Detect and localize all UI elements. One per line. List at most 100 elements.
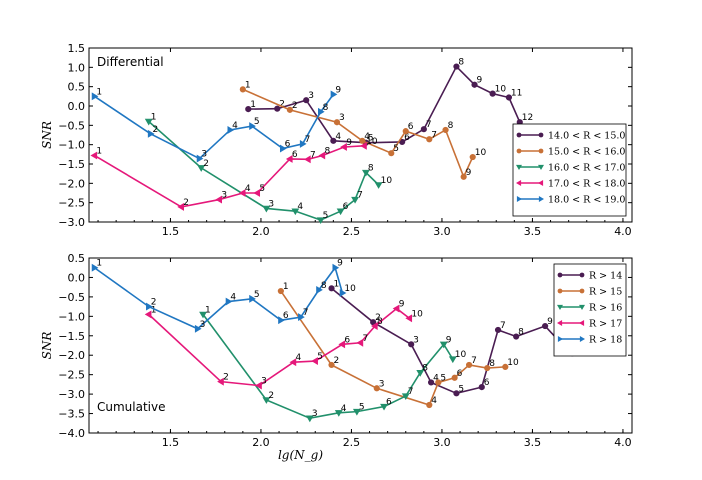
legend-label: 17.0 < R < 18.0 (548, 179, 625, 190)
data-point (305, 415, 314, 423)
point-label: 8 (489, 359, 495, 369)
data-point (370, 319, 377, 326)
data-point (330, 90, 338, 99)
legend-marker (579, 272, 585, 278)
data-point (380, 403, 388, 411)
legend-marker (557, 320, 563, 326)
data-point (330, 137, 337, 144)
point-label: 7 (431, 130, 437, 140)
legend-marker (516, 196, 522, 202)
point-label: 8 (323, 103, 329, 113)
data-point (478, 384, 485, 391)
point-label: 2 (268, 391, 274, 401)
point-label: 10 (344, 284, 356, 294)
data-point (227, 126, 235, 134)
point-label: 5 (440, 373, 446, 383)
point-label: 3 (268, 199, 274, 209)
data-point (328, 361, 335, 369)
legend-box (553, 263, 627, 357)
panel-title: Differential (97, 55, 164, 69)
legend-label: R > 18 (589, 335, 622, 346)
data-point (279, 144, 287, 153)
x-tick-label: 2.5 (343, 225, 361, 238)
legend-label: R > 15 (589, 287, 622, 298)
x-tick-label: 2.5 (343, 436, 361, 449)
legend: R > 14 R > 15 R > 16 R > 17 R > 18 (553, 263, 627, 357)
point-label: 8 (518, 328, 524, 338)
x-tick-label: 3.0 (433, 225, 451, 238)
point-label: 5 (458, 384, 464, 394)
point-label: 10 (475, 148, 487, 158)
data-point (336, 208, 345, 216)
data-point (333, 119, 341, 126)
y-tick-label: −2.5 (58, 369, 85, 382)
data-point (199, 311, 207, 319)
data-point (416, 370, 425, 377)
point-label: 1 (245, 80, 251, 90)
point-label: 5 (368, 134, 374, 144)
x-tick-label: 4.0 (614, 436, 632, 449)
data-point (439, 341, 448, 349)
point-label: 4 (335, 132, 341, 142)
data-point (502, 363, 509, 370)
point-label: 5 (393, 144, 399, 154)
data-point (427, 379, 435, 386)
differential-panel: 1.5 2.0 2.5 3.0 3.5 4.0 −3.0 −2.5 −2.0 −1.5 −1.0 −0… (40, 42, 633, 238)
point-label: 1 (283, 282, 289, 292)
data-point (304, 155, 311, 164)
point-label: 9 (446, 335, 452, 345)
data-point (513, 333, 520, 340)
point-label: 3 (312, 409, 318, 419)
y-tick-label: −3.0 (58, 216, 85, 229)
point-label: 3 (201, 150, 207, 160)
legend-marker (516, 164, 522, 170)
data-point (484, 364, 491, 372)
data-point (489, 90, 496, 97)
point-label: 4 (364, 132, 370, 142)
data-point (339, 289, 347, 297)
point-label: 8 (448, 121, 454, 131)
data-point (469, 153, 476, 161)
point-label: 1 (205, 305, 211, 315)
point-label: 2 (279, 100, 285, 110)
y-tick-label: 0.0 (68, 271, 86, 284)
point-label: 10 (455, 350, 467, 360)
data-point (262, 205, 271, 213)
y-tick-label: −4.0 (58, 427, 85, 440)
point-label: 9 (346, 138, 352, 148)
legend-box (512, 123, 627, 217)
legend-marker (516, 132, 522, 138)
point-label: 9 (335, 85, 341, 95)
data-point (217, 377, 224, 386)
series-line (280, 290, 506, 406)
data-point (338, 340, 346, 349)
data-point (194, 324, 202, 333)
data-point (334, 410, 343, 417)
point-label: 10 (366, 137, 378, 147)
point-label: 9 (547, 317, 553, 327)
legend-label: 16.0 < R < 17.0 (548, 163, 625, 174)
point-label: 4 (433, 373, 439, 383)
data-point (328, 285, 335, 292)
data-point (453, 390, 460, 397)
data-point (262, 397, 271, 404)
legend-label: R > 14 (589, 271, 622, 282)
data-point (388, 150, 395, 157)
data-point (453, 63, 460, 70)
point-label: 8 (368, 164, 374, 174)
data-point (215, 195, 222, 204)
data-point (298, 313, 305, 322)
point-label: 3 (261, 377, 267, 387)
data-point (238, 189, 246, 197)
data-point (303, 97, 310, 104)
point-label: 4 (297, 202, 303, 212)
legend-label: 18.0 < R < 19.0 (548, 195, 625, 206)
legend-marker (538, 196, 544, 202)
data-point (471, 81, 478, 88)
